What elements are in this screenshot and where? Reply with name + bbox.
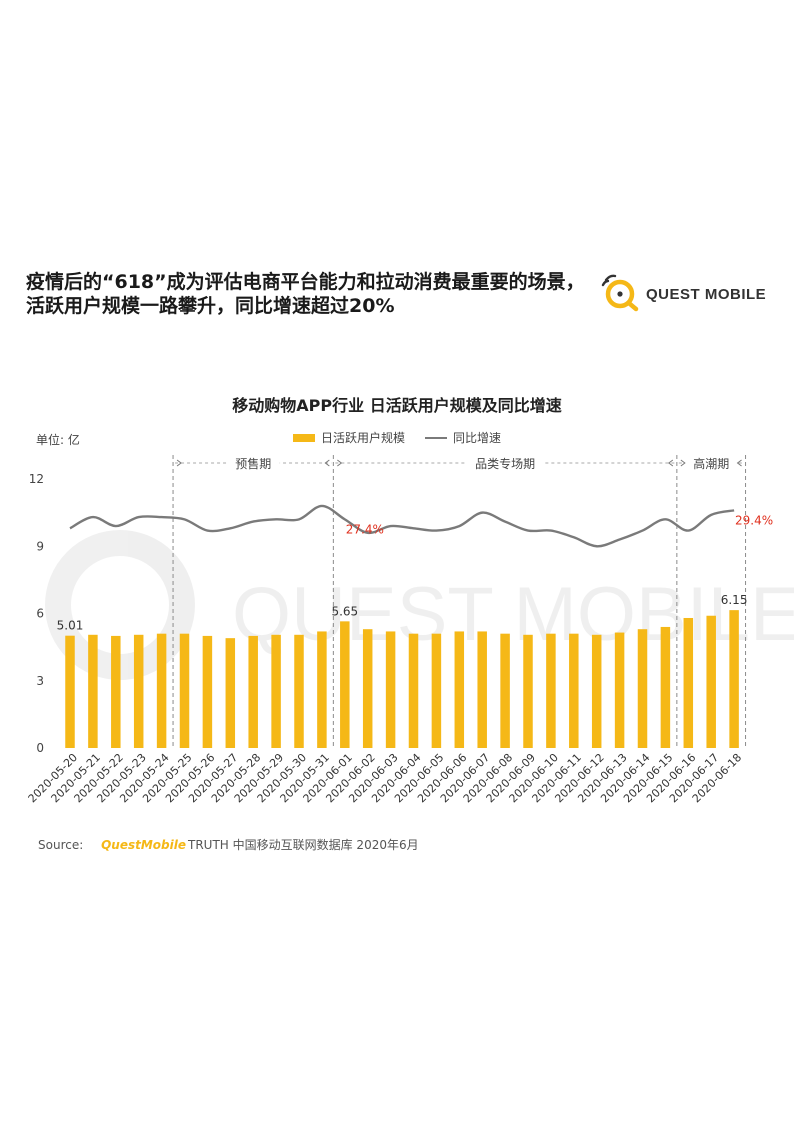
headline-line-1: 疫情后的“618”成为评估电商平台能力和拉动消费最重要的场景， (26, 271, 585, 293)
bar (706, 615, 716, 748)
y-tick-label: 12 (29, 472, 44, 486)
period-label-bg (684, 453, 738, 471)
y-tick-label: 0 (36, 741, 44, 755)
bar (156, 633, 167, 748)
bar (546, 633, 556, 748)
bar (340, 621, 350, 748)
chart-title: 移动购物APP行业 日活跃用户规模及同比增速 (232, 396, 562, 415)
bar (248, 635, 258, 748)
bar (133, 634, 144, 748)
bar (88, 634, 98, 748)
period-label-bg (465, 453, 545, 471)
bar (591, 634, 602, 748)
bar (477, 631, 487, 748)
legend-bar-label: 日活跃用户规模 (321, 431, 406, 445)
bar (202, 635, 213, 748)
legend: 日活跃用户规模 同比增速 (293, 429, 501, 446)
bar (660, 626, 671, 748)
bar (408, 633, 419, 748)
source-brand: QuestMobile (101, 838, 186, 852)
questmobile-logo: QUEST MOBILE (600, 270, 770, 312)
bar-data-label: 5.65 (331, 604, 358, 618)
source-prefix: Source: (38, 838, 84, 852)
period-label: 预售期 (235, 456, 271, 471)
legend-line-label: 同比增速 (453, 431, 502, 445)
bar (225, 638, 236, 748)
bar (111, 635, 121, 748)
source-text: TRUTH 中国移动互联网数据库 2020年6月 (188, 838, 419, 852)
period-arrow-icon (680, 459, 686, 467)
growth-data-label: 27.4% (346, 522, 384, 536)
period-arrow-icon (736, 459, 742, 467)
legend-bar-swatch (293, 433, 315, 442)
y-tick-label: 9 (36, 539, 44, 553)
bar-data-label: 5.01 (57, 619, 84, 633)
source-note: Source: QuestMobile TRUTH 中国移动互联网数据库 2020… (38, 836, 419, 853)
bar (317, 631, 327, 748)
period-arrow-icon (337, 459, 343, 467)
bar (362, 629, 373, 748)
period-label-bg (226, 453, 280, 471)
period-arrow-icon (176, 459, 182, 467)
bar (294, 634, 304, 748)
headline-line-2: 活跃用户规模一路攀升，同比增速超过20% (26, 295, 395, 317)
period-arrow-icon (668, 459, 674, 467)
growth-data-label: 29.4% (735, 513, 773, 527)
y-tick-label: 6 (36, 607, 44, 621)
bar (637, 629, 648, 748)
bar (271, 634, 281, 748)
period-label: 高潮期 (693, 456, 729, 471)
questmobile-logo-icon (601, 274, 639, 312)
bar (569, 633, 579, 748)
bar (729, 610, 739, 748)
unit-label: 单位: 亿 (36, 433, 80, 447)
bar (454, 631, 465, 748)
bar (614, 632, 625, 748)
bar (179, 633, 190, 748)
legend-line-swatch (425, 436, 448, 439)
growth-line (69, 504, 735, 548)
bar (523, 634, 533, 748)
period-label: 品类专场期 (475, 456, 535, 471)
brand-name: QUEST MOBILE (646, 286, 767, 303)
bar (385, 631, 396, 748)
bar (431, 633, 442, 748)
y-tick-label: 3 (36, 674, 44, 688)
bar (683, 617, 694, 748)
bar (500, 633, 510, 748)
bar-data-label: 6.15 (721, 593, 748, 607)
bar (65, 635, 75, 748)
period-arrow-icon (324, 459, 330, 467)
headline: 疫情后的“618”成为评估电商平台能力和拉动消费最重要的场景， 活跃用户规模一路… (26, 270, 606, 318)
